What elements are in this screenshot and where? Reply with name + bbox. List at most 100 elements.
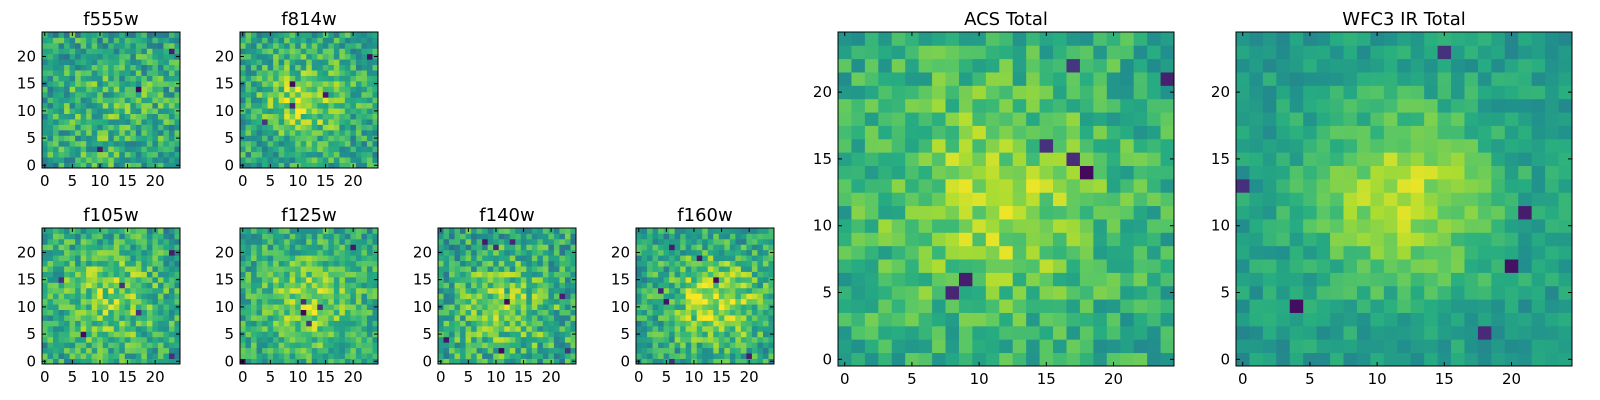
heatmap-cell bbox=[757, 353, 764, 359]
heatmap-cell bbox=[460, 336, 466, 343]
heatmap-cell bbox=[669, 358, 676, 365]
heatmap-cell bbox=[75, 233, 82, 240]
heatmap-cell bbox=[344, 140, 351, 147]
chart-title: f125w bbox=[281, 205, 336, 226]
heatmap-cell bbox=[174, 271, 181, 278]
heatmap-cell bbox=[141, 140, 148, 147]
heatmap-cell bbox=[350, 325, 357, 332]
chart-title: f814w bbox=[281, 9, 336, 30]
heatmap-cell bbox=[355, 320, 362, 327]
heatmap-cell bbox=[564, 282, 571, 289]
heatmap-cell bbox=[751, 353, 758, 359]
heatmap-cell bbox=[891, 352, 906, 367]
heatmap-cell bbox=[570, 244, 577, 251]
heatmap-cell bbox=[102, 124, 109, 131]
heatmap-cell bbox=[278, 342, 285, 349]
heatmap-cell bbox=[1120, 32, 1135, 46]
heatmap-cell bbox=[1424, 245, 1438, 260]
heatmap-cell bbox=[372, 282, 379, 289]
heatmap-cell bbox=[289, 315, 296, 321]
heatmap-cell bbox=[1383, 245, 1398, 260]
heatmap-cell bbox=[372, 233, 379, 240]
heatmap-cell bbox=[1249, 205, 1264, 220]
heatmap-cell bbox=[262, 64, 268, 71]
heatmap-cell bbox=[482, 304, 489, 310]
heatmap-cell bbox=[1147, 45, 1161, 60]
heatmap-cell bbox=[498, 309, 505, 316]
heatmap-cell bbox=[339, 75, 346, 82]
heatmap-cell bbox=[674, 233, 681, 240]
heatmap-cell bbox=[1451, 285, 1465, 300]
heatmap-cell bbox=[58, 320, 65, 327]
heatmap-cell bbox=[729, 358, 736, 365]
heatmap-cell bbox=[152, 97, 159, 104]
heatmap-cell bbox=[1026, 325, 1040, 340]
heatmap-cell bbox=[80, 228, 87, 234]
heatmap-cell bbox=[168, 59, 175, 66]
heatmap-cell bbox=[1053, 259, 1067, 273]
heatmap-cell bbox=[1531, 219, 1546, 233]
heatmap-cell bbox=[146, 298, 153, 305]
heatmap-cell bbox=[372, 32, 379, 38]
heatmap-cell bbox=[58, 146, 65, 153]
heatmap-cell bbox=[47, 255, 54, 262]
heatmap-cell bbox=[1504, 312, 1519, 327]
y-tick-label: 15 bbox=[813, 150, 832, 168]
heatmap-cell bbox=[311, 37, 318, 44]
heatmap-cell bbox=[251, 162, 257, 169]
heatmap-cell bbox=[130, 64, 137, 71]
heatmap-cell bbox=[102, 309, 109, 316]
heatmap-cell bbox=[344, 271, 351, 278]
heatmap-cell bbox=[267, 75, 274, 82]
heatmap-cell bbox=[559, 342, 566, 349]
heatmap-cell bbox=[1106, 72, 1121, 86]
heatmap-cell bbox=[339, 298, 346, 305]
heatmap-cell bbox=[86, 298, 93, 305]
heatmap-cell bbox=[355, 80, 362, 87]
heatmap-cell bbox=[58, 282, 65, 289]
heatmap-cell bbox=[1383, 272, 1398, 287]
heatmap-cell bbox=[361, 249, 368, 256]
heatmap-cell bbox=[135, 102, 142, 109]
heatmap-cell bbox=[471, 331, 478, 338]
heatmap-cell bbox=[564, 309, 571, 316]
heatmap-cell bbox=[669, 244, 676, 251]
heatmap-cell bbox=[42, 151, 48, 158]
heatmap-cell bbox=[515, 293, 522, 300]
heatmap-cell bbox=[918, 312, 933, 327]
heatmap-cell bbox=[1249, 352, 1264, 367]
heatmap-cell bbox=[361, 108, 368, 114]
heatmap-cell bbox=[130, 325, 137, 332]
heatmap-cell bbox=[295, 146, 302, 153]
heatmap-cell bbox=[1330, 285, 1344, 300]
heatmap-cell bbox=[146, 37, 153, 44]
heatmap-cell bbox=[295, 48, 302, 55]
heatmap-cell bbox=[658, 233, 664, 240]
heatmap-cell bbox=[328, 298, 335, 305]
heatmap-cell bbox=[1079, 98, 1094, 113]
heatmap-cell bbox=[958, 125, 973, 140]
heatmap-cell bbox=[157, 228, 164, 234]
heatmap-cell bbox=[157, 48, 164, 55]
heatmap-cell bbox=[1236, 219, 1250, 233]
heatmap-cell bbox=[636, 298, 642, 305]
heatmap-cell bbox=[751, 244, 758, 251]
heatmap-cell bbox=[284, 331, 291, 338]
heatmap-cell bbox=[1133, 72, 1148, 86]
heatmap-cell bbox=[328, 331, 335, 338]
x-tick-label: 10 bbox=[486, 368, 505, 386]
heatmap-cell bbox=[69, 70, 76, 76]
heatmap-cell bbox=[273, 276, 280, 283]
heatmap-cell bbox=[344, 162, 351, 169]
heatmap-cell bbox=[762, 342, 769, 349]
heatmap-cell bbox=[1012, 352, 1027, 367]
heatmap-cell bbox=[102, 113, 109, 120]
heatmap-cell bbox=[135, 233, 142, 240]
heatmap-cell bbox=[531, 358, 538, 365]
heatmap-cell bbox=[102, 244, 109, 251]
heatmap-cell bbox=[493, 282, 500, 289]
heatmap-cell bbox=[256, 358, 263, 365]
heatmap-cell bbox=[972, 285, 987, 300]
heatmap-cell bbox=[740, 244, 747, 251]
